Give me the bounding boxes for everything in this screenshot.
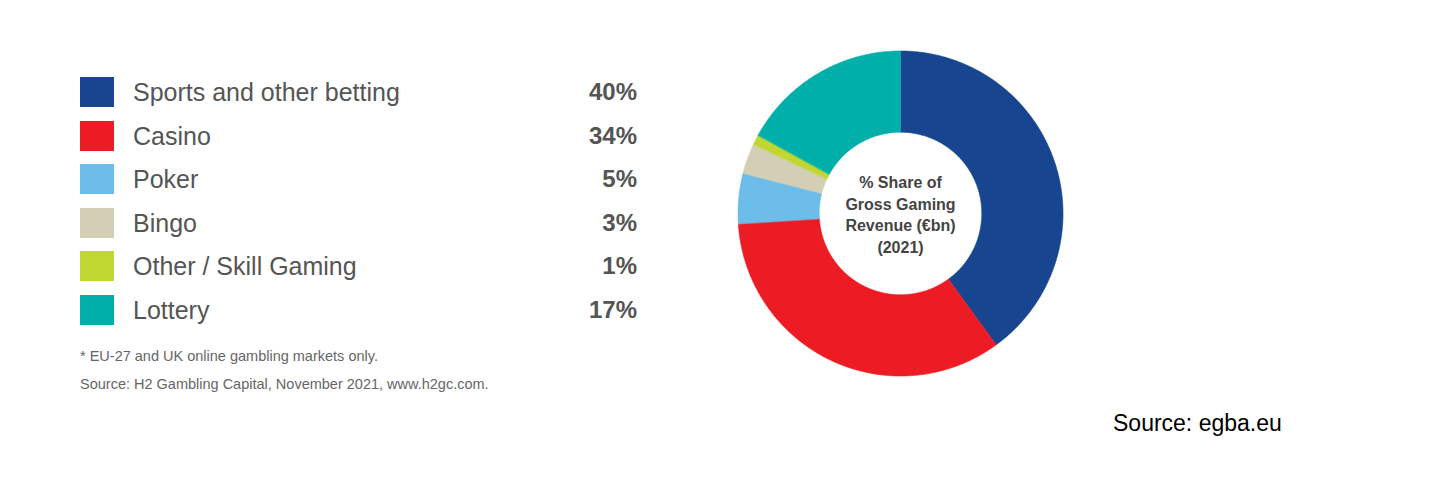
html-text:1%: 1% [602,252,637,280]
html-text:Source: H2 Gambling Capital, N: Source: H2 Gambling Capital, November 20… [80,376,489,392]
html-text:Bingo: Bingo [133,208,197,237]
html-text:34%: 34% [589,121,637,149]
html-text:3%: 3% [602,208,637,236]
html-text:Source: egba.eu: Source: egba.eu [1113,410,1282,436]
html-text:5%: 5% [602,165,637,193]
html-text:Casino: Casino [133,121,211,150]
html-text:Poker: Poker [133,165,199,194]
html-text:Lottery: Lottery [133,296,210,324]
html-text:17%: 17% [589,296,637,323]
html-text:40%: 40% [589,78,637,105]
html-text:* EU-27 and UK online gambling: * EU-27 and UK online gambling markets o… [80,348,378,364]
html-text:Other / Skill Gaming: Other / Skill Gaming [133,252,357,281]
svg-text:% Share ofGross GamingRevenue: % Share ofGross GamingRevenue (€bn)(2021… [845,174,955,256]
html-text:Sports and other betting: Sports and other betting [133,78,400,106]
